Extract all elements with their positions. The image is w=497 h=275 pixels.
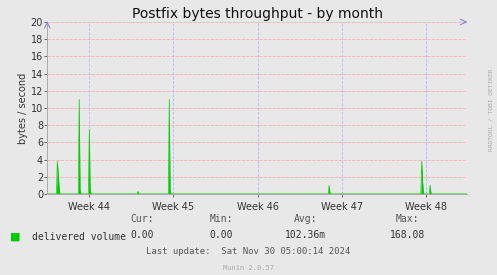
Text: Last update:  Sat Nov 30 05:00:14 2024: Last update: Sat Nov 30 05:00:14 2024 [147,247,350,256]
Y-axis label: bytes / second: bytes / second [18,72,28,144]
Text: 0.00: 0.00 [130,230,154,240]
Text: RRDTOOL / TOBI OETIKER: RRDTOOL / TOBI OETIKER [489,69,494,151]
Text: 168.08: 168.08 [390,230,425,240]
Text: delivered volume: delivered volume [32,232,126,241]
Text: Munin 2.0.57: Munin 2.0.57 [223,265,274,271]
Text: 0.00: 0.00 [209,230,233,240]
Text: 102.36m: 102.36m [285,230,326,240]
Text: Cur:: Cur: [130,214,154,224]
Text: ■: ■ [10,232,20,241]
Text: Max:: Max: [396,214,419,224]
Text: Min:: Min: [209,214,233,224]
Title: Postfix bytes throughput - by month: Postfix bytes throughput - by month [132,7,383,21]
Text: Avg:: Avg: [294,214,318,224]
